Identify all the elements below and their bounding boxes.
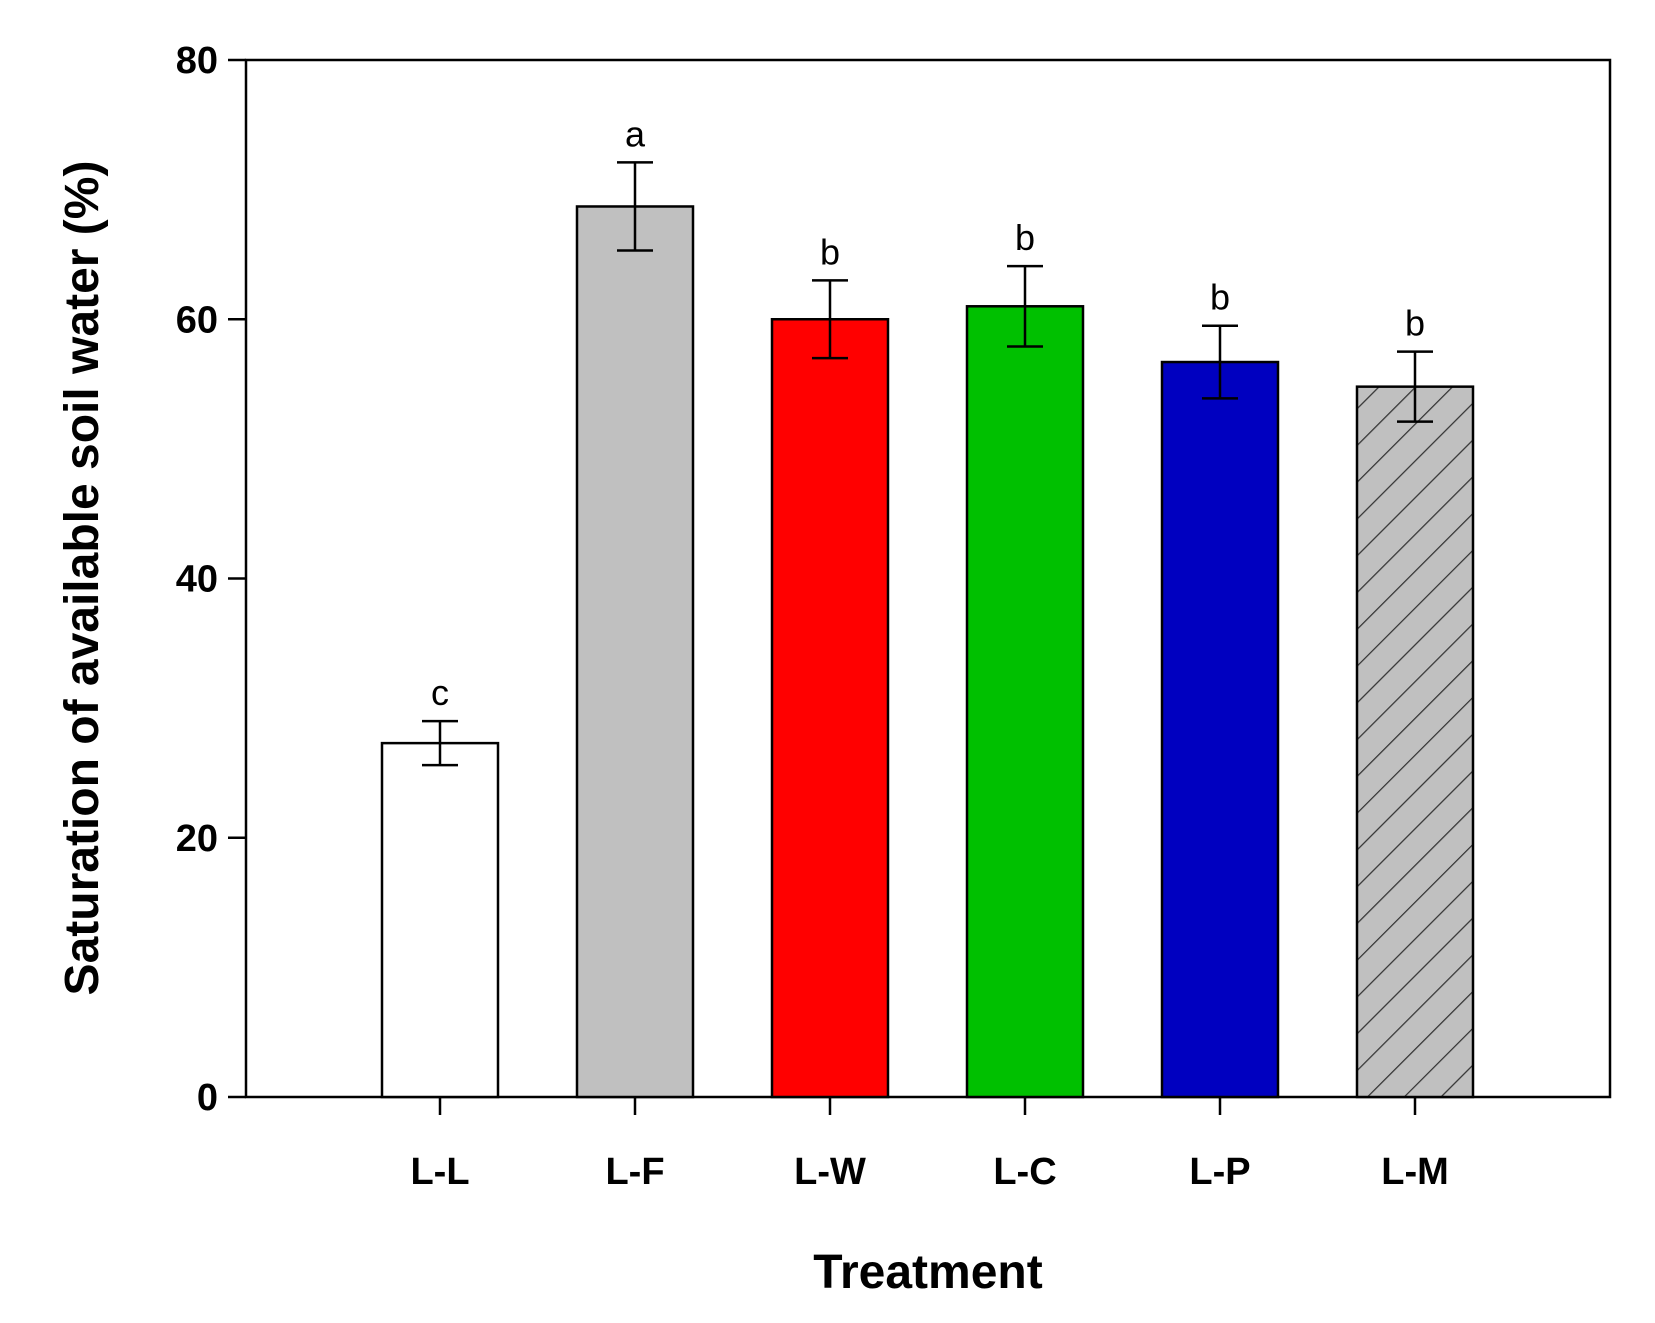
y-tick-label: 20	[176, 818, 218, 860]
x-tick-label-l-f: L-F	[605, 1151, 664, 1193]
significance-letter-l-c: b	[1015, 217, 1035, 258]
bar-l-m	[1355, 385, 1475, 1099]
y-axis-label: Saturation of available soil water (%)	[56, 161, 109, 996]
bars-group: c a b b b b	[380, 113, 1475, 1099]
bar-l-w	[770, 318, 890, 1099]
significance-letter-l-l: c	[431, 672, 449, 713]
x-tick-label-l-l: L-L	[410, 1151, 469, 1193]
y-tick-label: 40	[176, 559, 218, 601]
x-axis-label: Treatment	[813, 1246, 1042, 1299]
x-tick-label-l-m: L-M	[1381, 1151, 1449, 1193]
bar-l-c	[965, 305, 1085, 1099]
x-tick-label-l-p: L-P	[1189, 1151, 1250, 1193]
x-axis-ticks: L-L L-F L-W L-C L-P L-M	[410, 1097, 1449, 1193]
y-tick-label: 60	[176, 299, 218, 341]
bar-l-l	[380, 741, 500, 1099]
y-tick-label: 80	[176, 40, 218, 82]
significance-letter-l-m: b	[1405, 303, 1425, 344]
significance-letter-l-f: a	[625, 113, 646, 154]
y-axis-ticks: 0 20 40 60 80	[176, 40, 246, 1119]
x-tick-label-l-w: L-W	[794, 1151, 866, 1193]
y-tick-label: 0	[197, 1077, 218, 1119]
bar-l-f	[575, 205, 695, 1099]
significance-letter-l-w: b	[820, 231, 840, 272]
bar-l-p	[1160, 360, 1280, 1099]
x-tick-label-l-c: L-C	[993, 1151, 1056, 1193]
significance-letter-l-p: b	[1210, 277, 1230, 318]
